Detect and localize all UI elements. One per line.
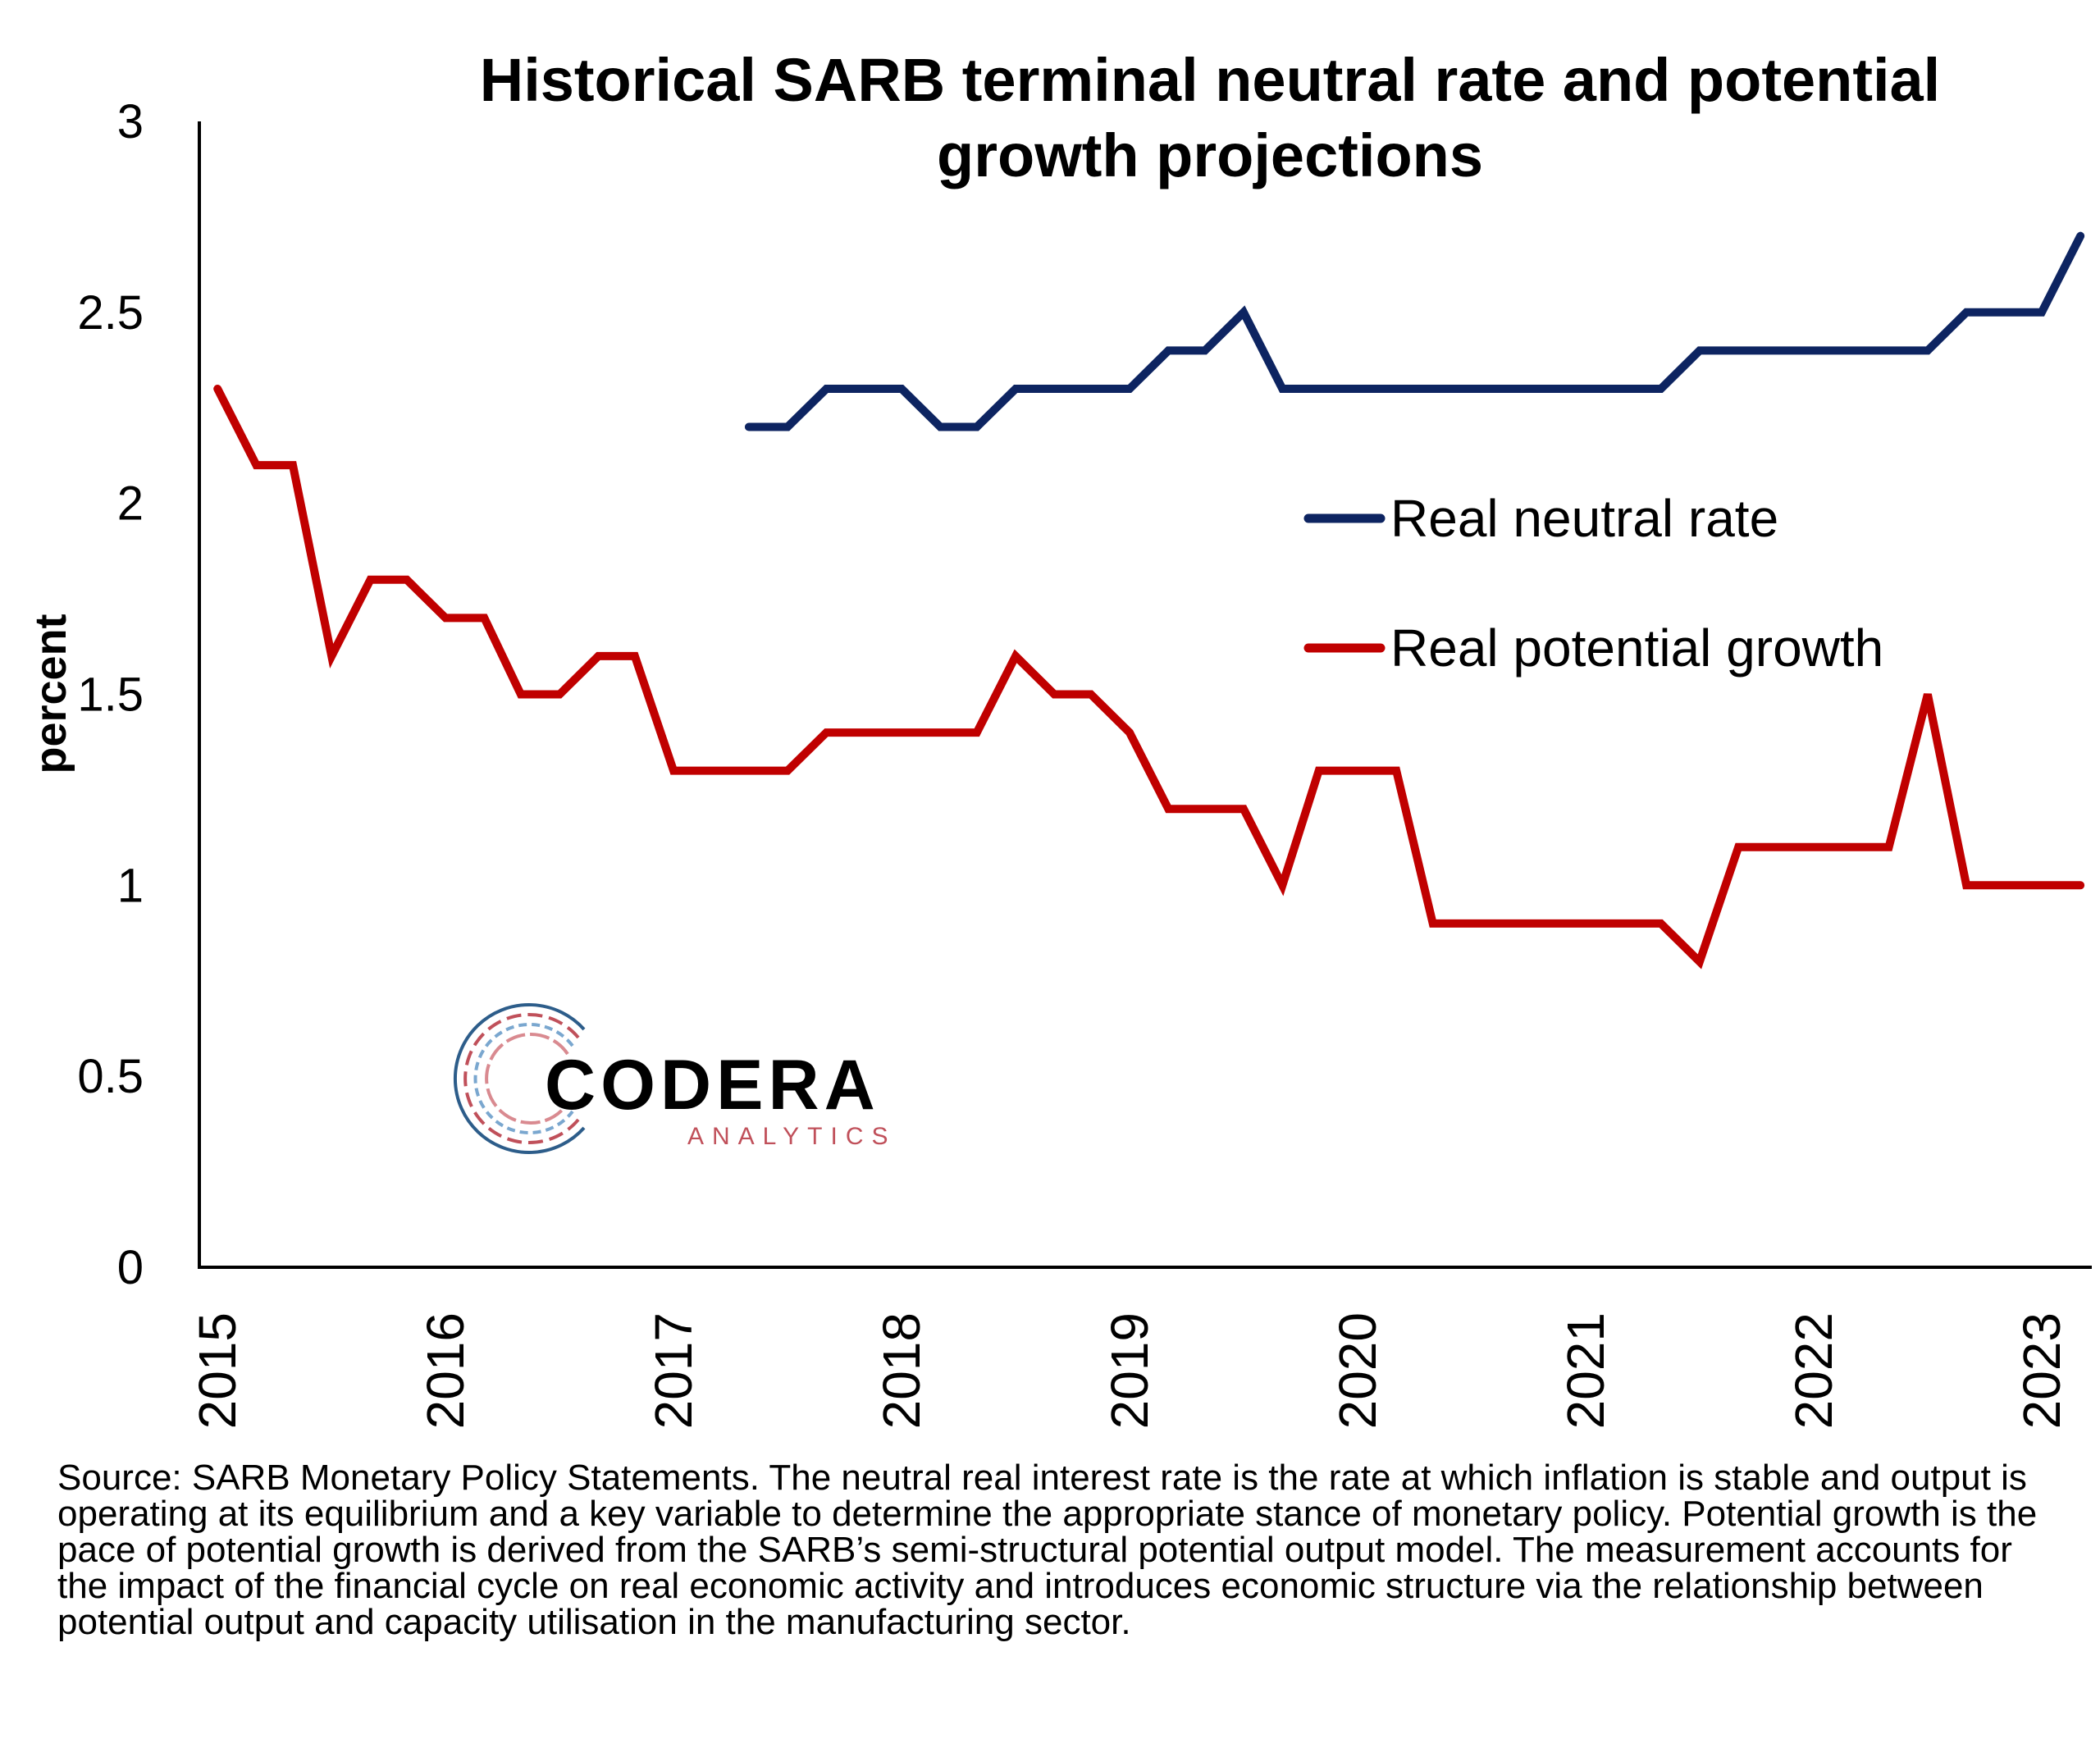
codera-logo: CODERA ANALYTICS bbox=[454, 1003, 897, 1154]
x-tick-label: 2016 bbox=[416, 1312, 475, 1429]
y-tick-label: 1 bbox=[117, 859, 144, 912]
y-axis-ticks: 0 0.5 1 1.5 2 2.5 3 bbox=[77, 95, 144, 1294]
y-tick-label: 3 bbox=[117, 95, 144, 148]
x-tick-label: 2021 bbox=[1556, 1312, 1615, 1429]
x-tick-label: 2018 bbox=[872, 1312, 931, 1429]
x-tick-label: 2015 bbox=[188, 1312, 247, 1429]
chart-title-line-2: growth projections bbox=[937, 121, 1483, 189]
y-tick-label: 0 bbox=[117, 1241, 144, 1294]
x-tick-label: 2022 bbox=[1784, 1312, 1843, 1429]
codera-logo-mark-icon bbox=[454, 1003, 586, 1154]
series-line-real-potential-growth bbox=[213, 385, 2085, 970]
series-lines bbox=[213, 231, 2085, 970]
logo-subtitle: ANALYTICS bbox=[687, 1123, 897, 1150]
x-tick-label: 2017 bbox=[644, 1312, 703, 1429]
y-tick-label: 2.5 bbox=[77, 286, 144, 340]
x-tick-label: 2023 bbox=[2012, 1312, 2071, 1429]
x-axis-ticks: 2015 2016 2017 2018 2019 2020 2021 2022 2023 bbox=[188, 1312, 2071, 1429]
x-tick-label: 2020 bbox=[1328, 1312, 1387, 1429]
y-tick-label: 1.5 bbox=[77, 668, 144, 722]
legend-label-real-neutral-rate: Real neutral rate bbox=[1390, 489, 1778, 548]
source-note: Source: SARB Monetary Policy Statements.… bbox=[57, 1458, 2038, 1642]
y-tick-label: 2 bbox=[117, 477, 144, 531]
y-axis-label: percent bbox=[26, 614, 75, 773]
legend: Real neutral rate Real potential growth bbox=[1303, 489, 1883, 678]
y-tick-label: 0.5 bbox=[77, 1050, 144, 1103]
x-tick-label: 2019 bbox=[1100, 1312, 1159, 1429]
chart-title-line-1: Historical SARB terminal neutral rate an… bbox=[480, 46, 1940, 114]
logo-name: CODERA bbox=[545, 1046, 880, 1125]
series-line-real-neutral-rate bbox=[744, 231, 2085, 431]
legend-label-real-potential-growth: Real potential growth bbox=[1390, 618, 1883, 678]
